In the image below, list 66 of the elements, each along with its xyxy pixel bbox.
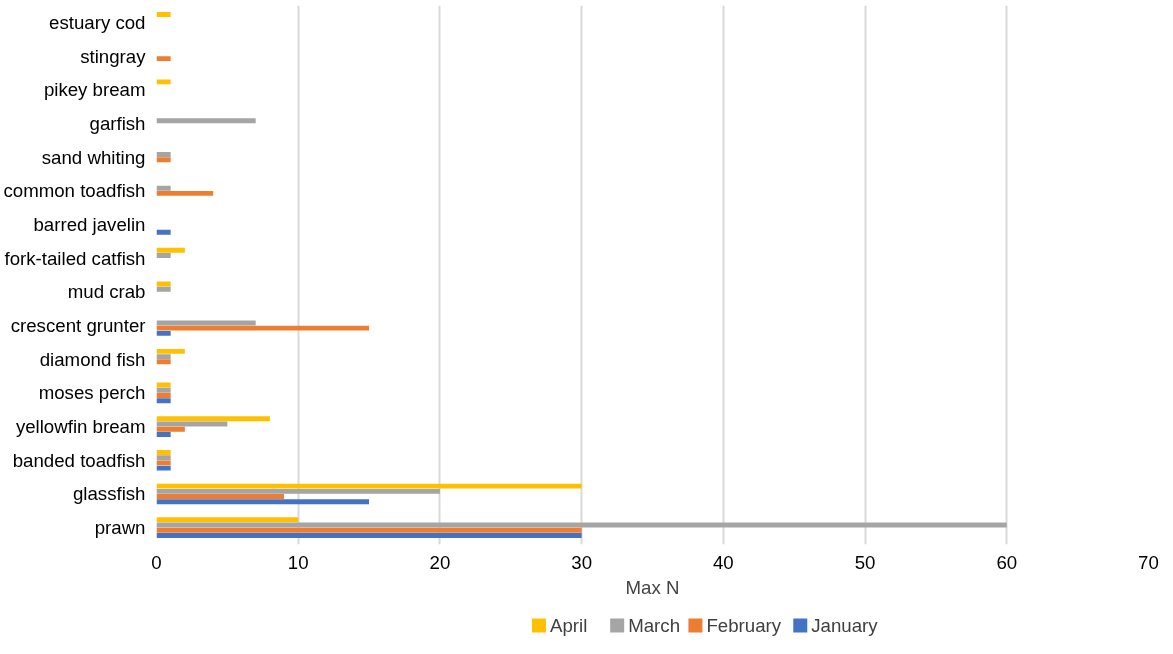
y-tick-label: common toadfish (3, 180, 146, 202)
x-tick-label: 70 (1138, 551, 1159, 573)
y-tick-label: banded toadfish (12, 449, 146, 471)
bar (156, 460, 171, 466)
bar (156, 157, 171, 163)
bar (156, 12, 171, 17)
bar (156, 393, 171, 398)
bar (156, 118, 256, 124)
bar (156, 79, 171, 85)
y-tick-label: sand whiting (41, 146, 146, 168)
bar (156, 56, 171, 62)
y-tick-label: yellowfin bream (15, 416, 146, 438)
legend-label: January (811, 615, 879, 636)
bar (156, 465, 171, 471)
legend-label: March (628, 615, 681, 636)
bar (156, 359, 171, 365)
bar (156, 416, 270, 422)
y-tick-label: barred javelin (33, 213, 146, 235)
bar (156, 330, 171, 336)
bar (156, 499, 370, 505)
bar (156, 455, 171, 461)
y-tick-label: crescent grunter (10, 315, 146, 337)
bar (156, 320, 256, 326)
bar (156, 494, 285, 500)
x-tick-label: 20 (429, 551, 451, 573)
y-tick-label: mud crab (67, 281, 146, 303)
x-tick-label: 10 (287, 551, 309, 573)
legend-label: April (549, 615, 588, 636)
bar (156, 348, 185, 354)
x-tick-label: 30 (571, 551, 593, 573)
y-tick-label: stingray (80, 45, 147, 67)
bar (156, 483, 582, 489)
x-axis-title: Max N (625, 576, 680, 598)
bar (156, 527, 582, 533)
bar (156, 431, 171, 437)
x-tick-label: 60 (996, 551, 1018, 573)
x-tick-label: 40 (712, 551, 734, 573)
y-tick-label: estuary cod (49, 11, 146, 33)
bar (156, 286, 171, 292)
y-tick-label: prawn (94, 517, 146, 539)
x-tick-label: 0 (151, 551, 162, 573)
bar (156, 247, 185, 253)
bar (156, 382, 171, 388)
bar (156, 185, 171, 191)
y-tick-label: fork-tailed catfish (4, 247, 146, 269)
bar (156, 426, 185, 432)
bar (156, 522, 1007, 528)
y-tick-label: garfish (89, 112, 146, 134)
bar (156, 387, 171, 393)
bar (156, 354, 171, 360)
y-tick-label: pikey bream (43, 79, 146, 101)
bar (156, 533, 582, 538)
bar (156, 253, 171, 259)
bar (156, 190, 214, 196)
y-tick-label: diamond fish (39, 348, 146, 370)
legend-label: February (706, 615, 782, 636)
bar (156, 488, 440, 494)
bar (156, 152, 171, 157)
x-tick-label: 50 (854, 551, 876, 573)
bar (156, 449, 171, 455)
bar (156, 398, 171, 404)
y-tick-label: moses perch (38, 382, 146, 404)
bar (156, 229, 171, 235)
bar (156, 325, 370, 331)
bar (156, 517, 299, 523)
y-tick-label: glassfish (72, 483, 146, 505)
